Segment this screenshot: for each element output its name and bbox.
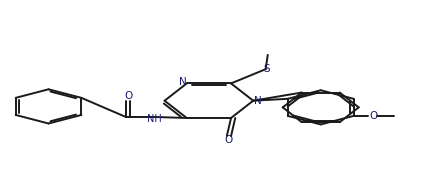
Text: N: N: [179, 78, 187, 87]
Text: O: O: [370, 111, 378, 121]
Text: O: O: [124, 91, 132, 101]
Text: NH: NH: [147, 114, 162, 124]
Text: O: O: [225, 135, 233, 145]
Text: S: S: [264, 64, 270, 74]
Text: N: N: [254, 96, 261, 106]
